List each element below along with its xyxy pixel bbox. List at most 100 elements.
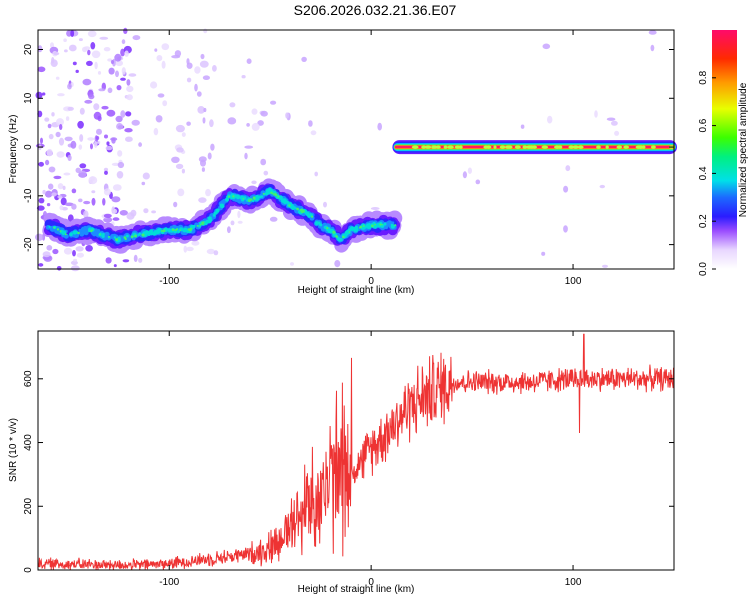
noise-speckle: [99, 36, 109, 40]
trace-speckle: [220, 205, 224, 209]
noise-speckle: [334, 260, 341, 268]
steady-trace-speckle: [443, 145, 448, 149]
noise-speckle: [94, 61, 98, 70]
x-tick-label: 100: [565, 276, 582, 287]
x-tick-label: 0: [368, 577, 374, 588]
trace-speckle: [366, 225, 371, 229]
noise-speckle: [88, 176, 98, 185]
noise-speckle: [55, 76, 60, 80]
noise-speckle: [64, 202, 74, 207]
noise-speckle: [314, 171, 319, 177]
noise-speckle: [115, 60, 124, 67]
noise-speckle: [65, 116, 70, 121]
noise-speckle: [196, 91, 202, 97]
trace-speckle: [381, 223, 383, 226]
trace-speckle: [137, 233, 140, 237]
trace-speckle: [141, 233, 145, 237]
snr-x-label: Height of straight line (km): [298, 584, 415, 595]
noise-speckle: [209, 119, 214, 128]
steady-trace-speckle: [505, 145, 511, 149]
trace-speckle: [177, 230, 181, 234]
noise-speckle: [462, 171, 467, 179]
noise-speckle: [42, 189, 46, 195]
noise-speckle: [198, 197, 207, 203]
noise-speckle: [64, 49, 68, 53]
noise-speckle: [83, 200, 91, 205]
noise-speckle: [176, 147, 184, 153]
noise-speckle: [38, 197, 45, 204]
noise-speckle: [194, 83, 198, 92]
noise-speckle: [105, 257, 112, 264]
trace-speckle: [104, 232, 109, 236]
noise-speckle: [70, 140, 77, 149]
trace-speckle: [349, 226, 355, 232]
trace-speckle: [187, 228, 190, 231]
steady-trace-speckle: [458, 145, 463, 149]
noise-speckle: [467, 167, 472, 174]
noise-speckle: [78, 144, 83, 150]
noise-speckle: [310, 130, 317, 136]
noise-speckle: [241, 75, 246, 79]
noise-speckle: [79, 163, 87, 169]
trace-speckle: [215, 208, 220, 213]
noise-speckle: [77, 120, 84, 129]
steady-trace-speckle: [522, 145, 528, 149]
noise-speckle: [227, 117, 237, 125]
trace-speckle: [102, 232, 105, 236]
trace-speckle: [115, 238, 119, 242]
steady-trace-speckle: [483, 145, 489, 149]
noise-speckle: [106, 141, 110, 146]
noise-speckle: [197, 106, 205, 114]
noise-speckle: [101, 105, 109, 110]
noise-speckle: [244, 145, 254, 149]
steady-trace-speckle: [541, 145, 549, 149]
steady-trace-speckle: [411, 145, 419, 149]
spectrogram-x-label: Height of straight line (km): [298, 285, 415, 296]
noise-speckle: [175, 124, 185, 133]
noise-speckle: [202, 117, 206, 124]
y-tick-label: 600: [23, 370, 34, 387]
noise-speckle: [71, 188, 77, 194]
noise-speckle: [56, 266, 62, 271]
trace-speckle: [309, 213, 312, 216]
spectrogram-traces: [42, 140, 677, 254]
noise-speckle: [91, 50, 101, 59]
noise-speckle: [563, 185, 569, 193]
noise-speckle: [97, 115, 102, 122]
noise-speckle: [257, 120, 264, 126]
noise-speckle: [72, 250, 76, 257]
noise-speckle: [108, 67, 115, 75]
x-tick-label: -100: [159, 276, 179, 287]
trace-speckle: [83, 230, 89, 236]
noise-speckle: [51, 192, 57, 197]
noise-speckle: [138, 257, 143, 263]
noise-speckle: [104, 170, 108, 175]
steady-trace-speckle: [577, 145, 584, 149]
noise-speckle: [83, 210, 89, 219]
trace-speckle: [207, 219, 212, 224]
noise-speckle: [112, 184, 122, 191]
steady-trace-speckle: [555, 145, 559, 149]
noise-speckle: [201, 167, 205, 172]
trace-speckle: [53, 226, 55, 229]
noise-speckle: [191, 240, 200, 246]
noise-speckle: [105, 145, 113, 151]
noise-speckle: [154, 48, 158, 52]
noise-speckle: [55, 131, 61, 138]
noise-speckle: [37, 110, 43, 118]
snr-series-line: [37, 333, 675, 571]
noise-speckle: [121, 67, 126, 75]
trace-speckle: [160, 230, 163, 232]
x-tick-label: -100: [159, 577, 179, 588]
trace-speckle: [301, 210, 304, 214]
noise-speckle: [199, 60, 209, 68]
trace-speckle: [252, 196, 256, 200]
noise-speckle: [106, 109, 116, 117]
noise-speckle: [150, 81, 158, 89]
noise-speckle: [79, 107, 85, 115]
noise-speckle: [82, 78, 92, 86]
noise-speckle: [186, 121, 191, 126]
noise-speckle: [42, 92, 46, 96]
